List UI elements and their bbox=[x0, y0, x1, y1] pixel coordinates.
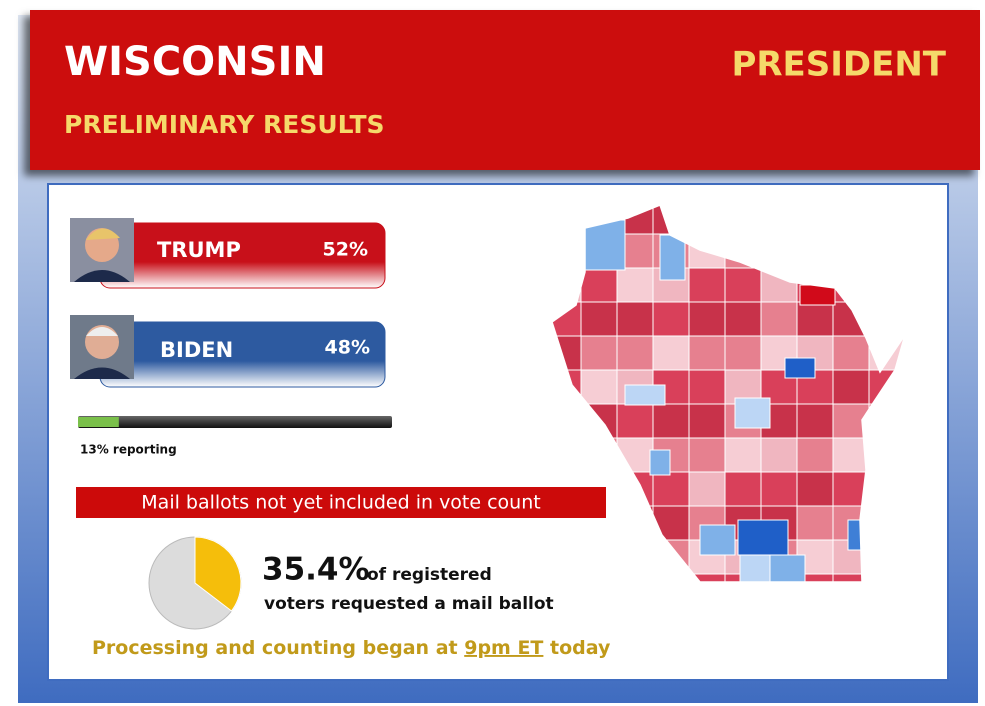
county bbox=[796, 301, 835, 338]
mail-text: of registered bbox=[367, 565, 492, 585]
notice-banner bbox=[76, 487, 606, 518]
county bbox=[724, 437, 763, 474]
reporting-label: 13% reporting bbox=[80, 443, 177, 457]
county bbox=[724, 301, 763, 338]
pie-slice bbox=[194, 536, 242, 612]
county bbox=[580, 267, 619, 304]
county bbox=[688, 471, 727, 508]
header-banner bbox=[30, 10, 980, 170]
candidate-share: 52% bbox=[323, 239, 368, 261]
candidate-share: 48% bbox=[325, 337, 370, 359]
county bbox=[769, 554, 806, 582]
county bbox=[688, 267, 727, 304]
county bbox=[724, 267, 763, 304]
county bbox=[796, 437, 835, 474]
map-outline bbox=[551, 204, 906, 583]
county bbox=[832, 335, 871, 372]
county bbox=[760, 301, 799, 338]
county bbox=[734, 397, 771, 429]
hair bbox=[86, 228, 120, 240]
county bbox=[699, 524, 736, 556]
county bbox=[760, 437, 799, 474]
reporting-track bbox=[78, 416, 392, 428]
county bbox=[652, 301, 691, 338]
county bbox=[616, 403, 655, 440]
mail-text: voters requested a mail ballot bbox=[264, 594, 554, 614]
suit bbox=[74, 270, 130, 282]
county bbox=[652, 403, 691, 440]
candidate-name: TRUMP bbox=[157, 238, 241, 262]
county bbox=[659, 234, 686, 281]
county bbox=[724, 471, 763, 508]
county bbox=[832, 573, 871, 582]
county bbox=[688, 369, 727, 406]
county bbox=[737, 519, 789, 556]
county bbox=[652, 471, 691, 508]
county bbox=[580, 335, 619, 372]
candidate-name: BIDEN bbox=[160, 338, 233, 362]
reporting-fill bbox=[78, 417, 119, 427]
county bbox=[688, 335, 727, 372]
county bbox=[649, 449, 671, 476]
county bbox=[796, 573, 835, 582]
county bbox=[739, 554, 771, 582]
county bbox=[724, 335, 763, 372]
county bbox=[580, 301, 619, 338]
county bbox=[688, 437, 727, 474]
county bbox=[688, 403, 727, 440]
subtitle: PRELIMINARY RESULTS bbox=[64, 110, 385, 139]
county bbox=[616, 267, 655, 304]
county bbox=[832, 369, 871, 406]
county bbox=[784, 357, 816, 379]
state: WISCONSIN bbox=[64, 39, 326, 85]
county bbox=[796, 505, 835, 542]
hair bbox=[86, 327, 118, 336]
processing: Processing and counting began at 9pm ET … bbox=[92, 637, 611, 659]
notice: Mail ballots not yet included in vote co… bbox=[141, 492, 540, 514]
county bbox=[652, 335, 691, 372]
county bbox=[616, 301, 655, 338]
county bbox=[796, 471, 835, 508]
county bbox=[584, 219, 626, 271]
county bbox=[688, 573, 727, 582]
county bbox=[616, 335, 655, 372]
county bbox=[796, 403, 835, 440]
mail-share: 35.4% bbox=[262, 552, 370, 588]
county bbox=[624, 384, 666, 406]
county bbox=[760, 471, 799, 508]
county bbox=[688, 301, 727, 338]
race: PRESIDENT bbox=[731, 45, 946, 85]
suit bbox=[74, 367, 130, 379]
county bbox=[580, 369, 619, 406]
